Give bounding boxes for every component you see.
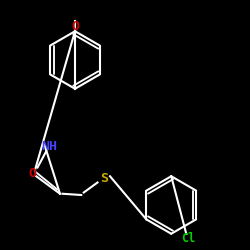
Text: O: O bbox=[28, 167, 36, 180]
Text: NH: NH bbox=[41, 140, 57, 153]
Text: Cl: Cl bbox=[182, 232, 196, 245]
Text: O: O bbox=[71, 20, 79, 33]
Text: S: S bbox=[100, 172, 108, 185]
